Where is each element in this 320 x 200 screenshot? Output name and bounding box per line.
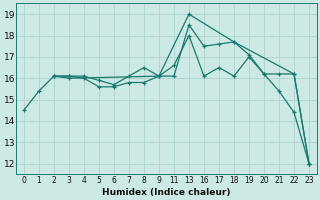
X-axis label: Humidex (Indice chaleur): Humidex (Indice chaleur) — [102, 188, 231, 197]
